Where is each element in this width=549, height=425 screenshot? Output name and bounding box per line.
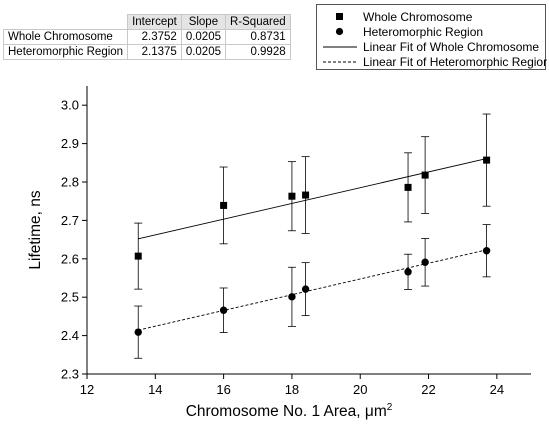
legend-label: Linear Fit of Heteromorphic Regior [363,55,548,69]
data-point-square [483,156,491,164]
intercept-header: Intercept [127,14,182,30]
dashed-line-icon [323,61,357,63]
slope-value: 0.0205 [180,29,227,45]
data-point-square [421,171,429,179]
data-point-square [220,201,228,209]
data-point-circle [219,306,228,314]
slope-value: 0.0205 [180,44,227,60]
legend-item: Linear Fit of Whole Chromosome [317,39,545,55]
y-axis-label: Lifetime, ns [27,190,44,270]
x-tick-label: 14 [148,382,162,397]
r-squared-header: R-Squared [225,14,291,30]
legend-label: Heteromorphic Region [363,25,484,39]
legend-item: Heteromorphic Region [317,24,545,40]
x-axis-label: Chromosome No. 1 Area, μm2 [186,402,393,420]
solid-line-icon [323,46,357,48]
x-tick-label: 24 [490,382,504,397]
data-point-circle [288,293,296,301]
y-tick-label: 2.3 [61,367,79,382]
table-corner-cell [2,14,129,30]
data-point-square [288,192,296,200]
y-tick-label: 2.5 [61,290,79,305]
square-marker-icon [336,13,343,20]
circle-marker-icon [335,27,344,36]
y-tick-label: 2.4 [61,328,79,343]
data-point-circle [421,258,429,266]
legend-label: Whole Chromosome [363,10,473,24]
chart-legend: Whole Chromosome Heteromorphic Region Li… [316,4,548,70]
x-axis-label-superscript: 2 [387,402,393,413]
legend-label: Linear Fit of Whole Chromosome [363,40,540,54]
legend-item: Whole Chromosome [317,9,545,25]
r-squared-value: 0.9928 [225,44,291,60]
x-tick-label: 16 [216,382,230,397]
data-point-square [302,191,310,199]
table-header-row: Intercept Slope R-Squared [2,14,291,30]
x-tick-label: 12 [80,382,94,397]
data-point-circle [301,285,310,293]
x-tick-label: 20 [353,382,367,397]
x-tick-label: 18 [285,382,299,397]
y-tick-label: 2.9 [61,136,79,151]
fit-line-whole [138,158,487,240]
row-label: Heteromorphic Region [2,44,129,60]
data-point-circle [134,328,142,336]
y-tick-label: 3.0 [61,98,79,113]
legend-item: Linear Fit of Heteromorphic Regior [317,54,548,70]
fit-line-heteromorphic [138,249,487,331]
table-row: Heteromorphic Region 2.1375 0.0205 0.992… [2,44,291,60]
r-squared-value: 0.8731 [225,29,291,45]
data-point-circle [482,247,491,255]
data-point-square [134,252,142,260]
y-tick-label: 2.8 [61,175,79,190]
x-tick-label: 22 [421,382,435,397]
y-tick-label: 2.7 [61,213,79,228]
fit-parameters-table: Intercept Slope R-Squared Whole Chromoso… [2,14,291,60]
data-point-circle [404,268,412,276]
data-point-square [404,183,412,191]
y-tick-label: 2.6 [61,251,79,266]
